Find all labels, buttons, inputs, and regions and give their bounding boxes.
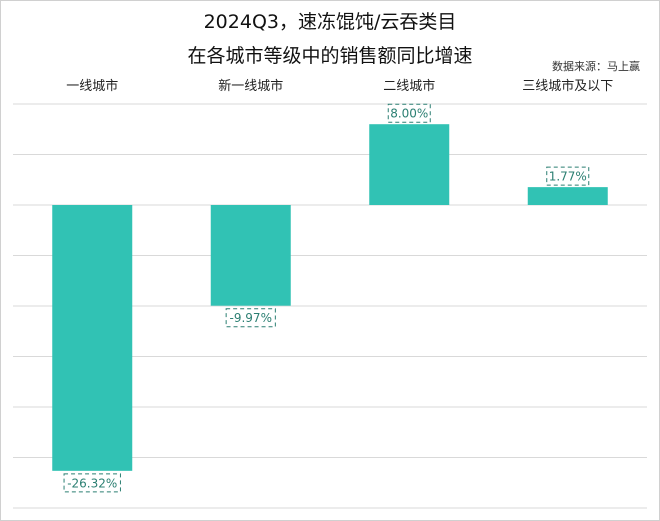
chart-title-line-2: 在各城市等级中的销售额同比增速 [187,45,472,67]
data-label-box [225,308,276,328]
data-source: 数据来源：马上赢 [552,59,640,73]
bar [369,124,450,205]
data-label: -9.97% [230,311,272,325]
data-label: 1.77% [549,170,587,184]
data-label-box [387,103,431,123]
category-label: 新一线城市 [218,78,283,94]
chart-title-line-1: 2024Q3，速冻馄饨/云吞类目 [204,11,457,33]
category-label: 三线城市及以下 [522,78,613,94]
bar [210,205,291,306]
data-label-box [546,166,590,186]
data-label-box [63,473,121,493]
bar [52,205,133,471]
bar [527,187,608,205]
data-label: 8.00% [390,107,428,121]
category-label: 一线城市 [66,78,118,94]
category-label: 二线城市 [383,78,435,94]
data-label: -26.32% [67,476,117,490]
